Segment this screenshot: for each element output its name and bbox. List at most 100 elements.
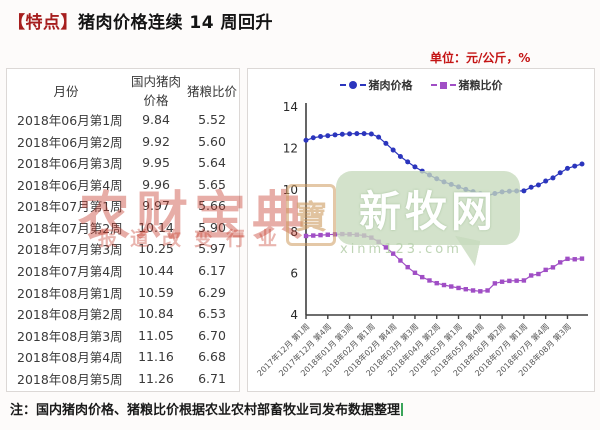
table-cell: 11.26 (138, 370, 174, 386)
data-point (318, 134, 324, 140)
data-point (565, 256, 570, 262)
table-header-row: 月份 国内猪肉价格 猪粮比价 (7, 71, 239, 109)
table-row: 2018年06月第4周 9.96 5.65 (7, 174, 239, 196)
table-cell: 2018年08月第1周 (17, 285, 123, 301)
data-point (492, 281, 498, 286)
data-point (463, 287, 468, 292)
table-cell: 2018年06月第3周 (17, 156, 123, 172)
table-cell: 9.95 (142, 155, 170, 171)
table-cell: 11.05 (138, 327, 174, 343)
data-point (550, 265, 556, 270)
legend-circle-marker-icon (348, 81, 357, 89)
data-point (398, 258, 403, 263)
data-point (535, 182, 541, 188)
y-tick-label: 8 (290, 225, 298, 239)
data-point (369, 235, 374, 240)
y-tick-label: 10 (283, 183, 298, 197)
table-cell: 5.52 (198, 112, 226, 128)
data-point (470, 288, 476, 293)
table-cell: 2018年07月第1周 (17, 199, 123, 215)
data-point (492, 191, 498, 197)
table-cell: 9.96 (142, 176, 170, 192)
col-header-hog-grain-ratio: 猪粮比价 (187, 83, 238, 99)
data-point (456, 184, 462, 190)
table-cell: 10.44 (138, 262, 174, 278)
data-point (368, 131, 374, 137)
data-point (506, 188, 512, 194)
data-point (311, 233, 316, 238)
table-cell: 9.84 (142, 112, 170, 128)
data-point (332, 232, 338, 237)
data-point (318, 232, 323, 238)
data-point (448, 181, 454, 187)
data-point (354, 131, 360, 137)
table-cell: 10.25 (138, 241, 174, 257)
table-cell: 6.53 (198, 306, 226, 322)
data-point (514, 278, 519, 283)
line-chart-panel: 猪肉价格 猪粮比价 4 6 8 10 12 14 2017年12月 第1周 2017年12月 第… (247, 68, 595, 392)
data-point (463, 186, 469, 192)
data-point (303, 137, 309, 143)
data-point (383, 245, 389, 250)
table-cell: 2018年08月第2周 (17, 307, 123, 323)
data-point (340, 231, 345, 237)
y-tick-label: 6 (290, 266, 298, 280)
data-point (521, 278, 527, 283)
table-cell: 2018年07月第4周 (17, 263, 123, 279)
table-cell: 6.70 (198, 327, 226, 343)
data-point (426, 172, 432, 178)
data-point (528, 273, 534, 278)
data-point (449, 284, 454, 289)
table-row: 2018年07月第1周 9.97 5.66 (7, 195, 239, 217)
data-point (485, 193, 491, 199)
table-cell: 5.60 (198, 133, 226, 149)
data-point (376, 134, 382, 140)
data-point (303, 233, 309, 239)
legend-dash (339, 84, 346, 86)
table-cell: 9.92 (142, 133, 170, 149)
table-row: 2018年08月第3周 11.05 6.70 (7, 324, 239, 346)
table-cell: 2018年08月第4周 (17, 350, 123, 366)
table-cell: 10.14 (138, 219, 174, 235)
y-tick-label: 14 (283, 100, 298, 114)
data-point (383, 140, 389, 146)
data-point (456, 285, 461, 291)
data-point (412, 270, 418, 275)
table-row: 2018年06月第1周 9.84 5.52 (7, 109, 239, 131)
data-point (521, 188, 527, 194)
data-point (347, 131, 353, 137)
table-cell: 2018年07月第3周 (17, 242, 123, 258)
table-row: 2018年07月第3周 10.25 5.97 (7, 238, 239, 260)
data-point (543, 178, 549, 184)
data-point (514, 188, 520, 194)
data-point (325, 133, 331, 139)
data-point (405, 159, 411, 165)
data-point (536, 271, 541, 277)
footnote-text: 注：国内猪肉价格、猪粮比价根据农业农村部畜牧业司发布数据整理 (10, 403, 401, 418)
series-line-猪粮比价 (305, 233, 583, 292)
table-cell: 2018年08月第5周 (17, 371, 123, 387)
data-point (499, 189, 505, 195)
table-cell: 6.71 (198, 370, 226, 386)
table-row: 2018年07月第2周 10.14 5.90 (7, 217, 239, 239)
data-point (550, 175, 556, 181)
page-title: 【特点】猪肉价格连续 14 周回升 (8, 8, 273, 33)
footnote: 注：国内猪肉价格、猪粮比价根据农业农村部畜牧业司发布数据整理 (10, 399, 404, 418)
title-text: 猪肉价格连续 14 周回升 (78, 13, 273, 33)
legend-label: 猪肉价格 (368, 79, 413, 92)
table-row: 2018年08月第2周 10.84 6.53 (7, 303, 239, 325)
table-cell: 2018年06月第1周 (17, 113, 123, 129)
data-point (376, 239, 381, 244)
legend-square-marker-icon (439, 81, 447, 89)
series-line-猪肉价格 (305, 132, 583, 197)
table-cell: 5.66 (198, 198, 226, 214)
table-row: 2018年07月第4周 10.44 6.17 (7, 260, 239, 282)
y-tick-label: 4 (290, 308, 298, 322)
table-cell: 9.97 (142, 198, 170, 214)
text-cursor (401, 403, 404, 416)
table-cell: 2018年07月第2周 (17, 220, 123, 236)
data-point (499, 279, 505, 284)
data-point (572, 163, 578, 169)
data-point (361, 131, 367, 137)
